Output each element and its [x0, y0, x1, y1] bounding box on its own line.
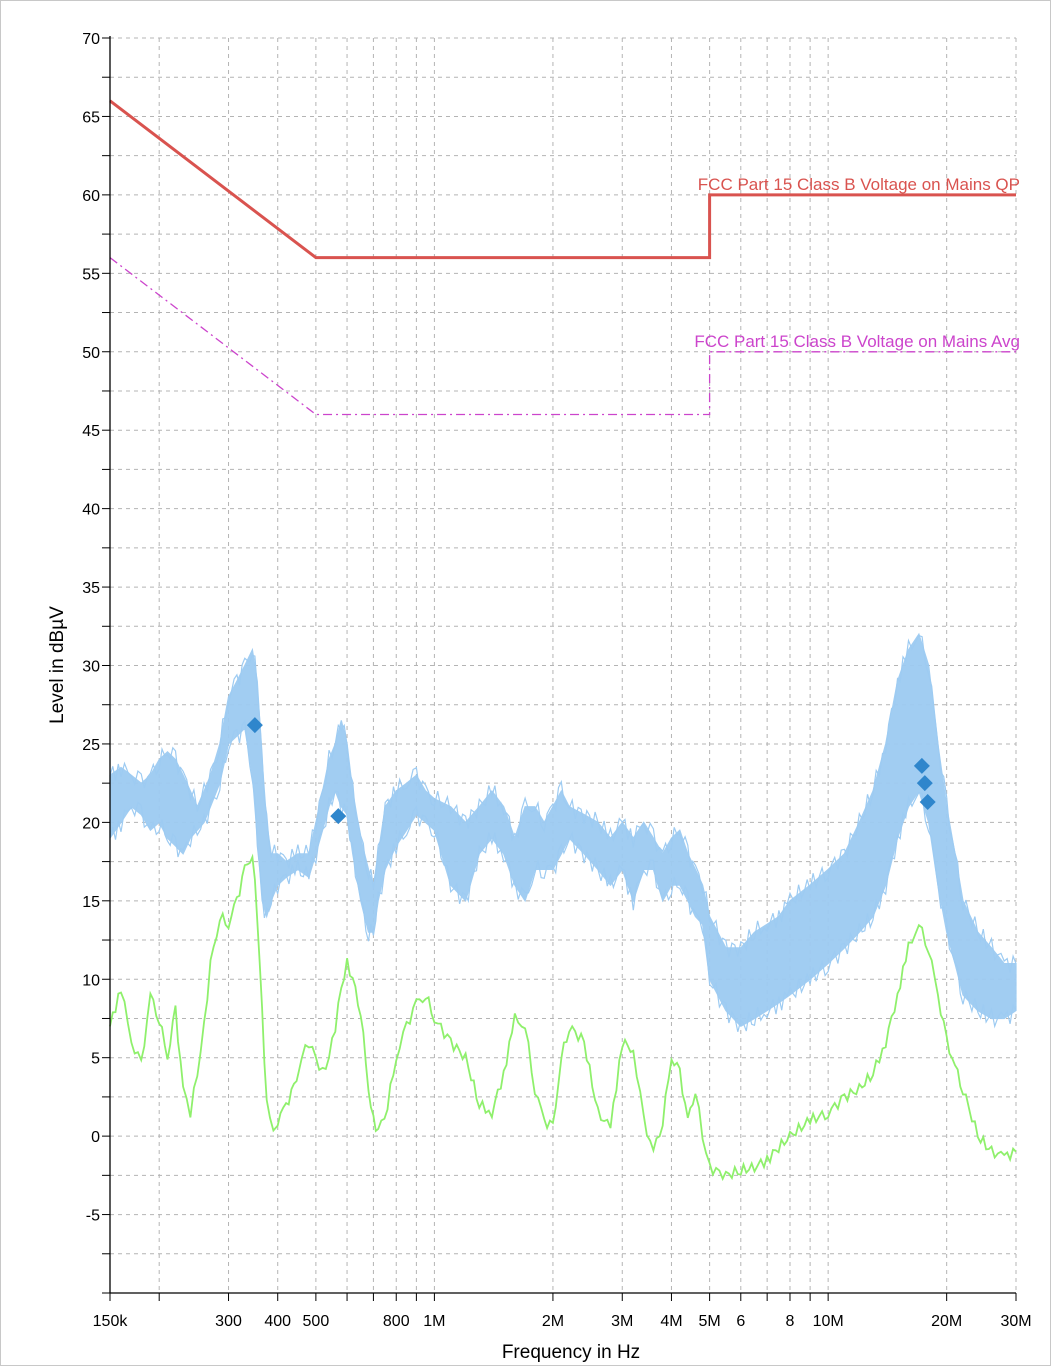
y-tick-label: 40	[82, 502, 100, 519]
marker-diamond	[330, 808, 347, 825]
x-tick-label: 8	[786, 1313, 795, 1330]
qp-limit-label: FCC Part 15 Class B Voltage on Mains QP	[698, 175, 1020, 194]
x-tick-label: 2M	[542, 1313, 564, 1330]
peak-trace-lower	[109, 719, 1017, 1032]
y-tick-label: 50	[82, 345, 100, 362]
y-tick-label: 5	[91, 1051, 100, 1068]
y-tick-label: 60	[82, 188, 100, 205]
x-tick-label: 20M	[931, 1313, 962, 1330]
x-tick-label: 400	[264, 1313, 291, 1330]
y-tick-label: 30	[82, 659, 100, 676]
x-tick-label: 10M	[813, 1313, 844, 1330]
marker-diamond	[916, 775, 933, 792]
x-tick-label: 3M	[611, 1313, 633, 1330]
peak-trace-band	[109, 632, 1017, 1028]
marker-diamond	[913, 757, 930, 774]
x-tick-label: 300	[215, 1313, 242, 1330]
measurement-markers	[246, 717, 936, 825]
x-tick-label: 30M	[1000, 1313, 1031, 1330]
y-tick-label: 10	[82, 972, 100, 989]
marker-diamond	[919, 793, 936, 810]
y-tick-label: 70	[82, 31, 100, 48]
x-tick-label: 800	[383, 1313, 410, 1330]
average-trace	[109, 853, 1017, 1182]
x-tick-label: 4M	[660, 1313, 682, 1330]
y-tick-label: 35	[82, 580, 100, 597]
avg-limit-line	[109, 257, 1016, 416]
limit-lines	[109, 99, 1016, 416]
x-tick-label: 5M	[698, 1313, 720, 1330]
x-tick-label: 1M	[423, 1313, 445, 1330]
y-tick-label: 45	[82, 423, 100, 440]
y-axis-title: Level in dBµV	[47, 606, 68, 724]
limit-labels: FCC Part 15 Class B Voltage on Mains QP F…	[694, 175, 1020, 351]
qp-limit-line	[109, 99, 1016, 260]
y-tick-label: -5	[86, 1208, 100, 1225]
x-tick-label: 6	[736, 1313, 745, 1330]
x-axis-title: Frequency in Hz	[502, 1342, 640, 1363]
y-tick-label: 15	[82, 894, 100, 911]
marker-diamond	[246, 717, 263, 734]
y-tick-label: 25	[82, 737, 100, 754]
x-tick-label: 150k	[93, 1313, 129, 1330]
avg-limit-label: FCC Part 15 Class B Voltage on Mains Avg	[694, 332, 1020, 351]
y-tick-label: 55	[82, 266, 100, 283]
y-tick-label: 20	[82, 815, 100, 832]
x-tick-label: 500	[303, 1313, 330, 1330]
y-tick-label: 0	[91, 1129, 100, 1146]
y-tick-label: 65	[82, 109, 100, 126]
peak-trace-upper	[109, 634, 1017, 973]
traces	[109, 632, 1017, 1182]
